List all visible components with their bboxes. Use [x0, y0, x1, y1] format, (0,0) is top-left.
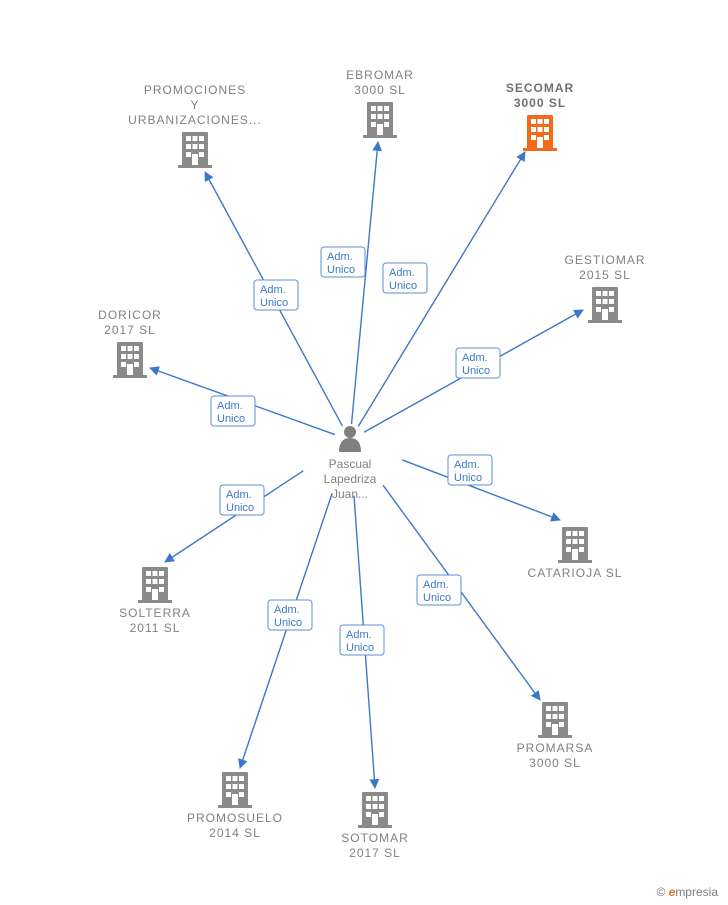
node-label: 3000 SL [529, 756, 581, 770]
building-icon [358, 792, 392, 828]
node-label: SOLTERRA [119, 606, 191, 620]
edge-label-promosuelo: Adm.Unico [268, 600, 312, 630]
center-label: Lapedriza [324, 472, 377, 486]
node-ebromar[interactable]: EBROMAR3000 SL [346, 68, 414, 138]
node-label: 2015 SL [579, 268, 631, 282]
node-label: URBANIZACIONES... [128, 113, 262, 127]
copyright-symbol: © [656, 885, 665, 899]
edge-label-sotomar: Adm.Unico [340, 625, 384, 655]
node-promosuelo[interactable]: PROMOSUELO2014 SL [187, 772, 283, 840]
node-label: 2011 SL [130, 621, 181, 635]
node-label: 2014 SL [209, 826, 261, 840]
brand-rest: mpresia [675, 885, 718, 899]
edge-promosuelo [240, 493, 332, 768]
building-icon [113, 342, 147, 378]
node-label: CATARIOJA SL [528, 566, 623, 580]
edge-label-text: Unico [389, 280, 417, 292]
edge-label-promociones: Adm.Unico [254, 280, 298, 310]
node-label: Y [190, 98, 199, 112]
building-icon [178, 132, 212, 168]
building-icon [363, 102, 397, 138]
edge-label-text: Adm. [346, 629, 372, 641]
edge-label-text: Unico [274, 617, 302, 629]
edge-label-solterra: Adm.Unico [220, 485, 264, 515]
edge-label-text: Unico [462, 365, 490, 377]
center-person-node[interactable]: PascualLapedrizaJuan... [324, 426, 377, 501]
node-label: SECOMAR [506, 81, 574, 95]
edge-label-text: Adm. [260, 284, 286, 296]
building-icon [588, 287, 622, 323]
node-catarioja[interactable]: CATARIOJA SL [528, 527, 623, 580]
edge-label-text: Adm. [226, 489, 252, 501]
edge-label-text: Unico [346, 642, 374, 654]
edge-label-doricor: Adm.Unico [211, 396, 255, 426]
edge-label-text: Unico [327, 264, 355, 276]
edge-label-text: Adm. [462, 352, 488, 364]
node-label: PROMOSUELO [187, 811, 283, 825]
node-label: PROMOCIONES [144, 83, 246, 97]
edge-label-text: Unico [454, 472, 482, 484]
edge-label-text: Adm. [454, 459, 480, 471]
node-label: GESTIOMAR [564, 253, 645, 267]
edge-label-text: Adm. [217, 400, 243, 412]
building-icon [138, 567, 172, 603]
node-promarsa[interactable]: PROMARSA3000 SL [517, 702, 594, 770]
edge-ebromar [351, 142, 378, 424]
edge-label-text: Unico [423, 592, 451, 604]
watermark: © empresia [656, 885, 718, 899]
node-sotomar[interactable]: SOTOMAR2017 SL [341, 792, 408, 860]
node-label: 3000 SL [514, 96, 566, 110]
edge-label-text: Unico [217, 413, 245, 425]
center-label: Pascual [329, 457, 372, 471]
node-secomar[interactable]: SECOMAR3000 SL [506, 81, 574, 151]
edge-label-ebromar: Adm.Unico [321, 247, 365, 277]
edge-label-promarsa: Adm.Unico [417, 575, 461, 605]
building-icon [523, 115, 557, 151]
edge-label-text: Adm. [274, 604, 300, 616]
node-gestiomar[interactable]: GESTIOMAR2015 SL [564, 253, 645, 323]
edge-label-catarioja: Adm.Unico [448, 455, 492, 485]
edge-label-text: Adm. [423, 579, 449, 591]
person-icon [339, 426, 361, 452]
node-label: 2017 SL [349, 846, 401, 860]
node-label: 3000 SL [354, 83, 406, 97]
network-diagram: Adm.UnicoAdm.UnicoAdm.UnicoAdm.UnicoAdm.… [0, 0, 728, 905]
edge-label-text: Unico [260, 297, 288, 309]
node-label: 2017 SL [104, 323, 156, 337]
node-label: EBROMAR [346, 68, 414, 82]
node-label: DORICOR [98, 308, 162, 322]
edge-label-text: Adm. [327, 251, 353, 263]
edge-label-secomar: Adm.Unico [383, 263, 427, 293]
node-label: SOTOMAR [341, 831, 408, 845]
edge-label-text: Adm. [389, 267, 415, 279]
building-icon [538, 702, 572, 738]
building-icon [558, 527, 592, 563]
node-solterra[interactable]: SOLTERRA2011 SL [119, 567, 191, 635]
node-promociones[interactable]: PROMOCIONESYURBANIZACIONES... [128, 83, 262, 168]
building-icon [218, 772, 252, 808]
center-label: Juan... [332, 487, 368, 501]
edge-promarsa [383, 485, 540, 700]
edge-label-text: Unico [226, 502, 254, 514]
edge-label-gestiomar: Adm.Unico [456, 348, 500, 378]
node-doricor[interactable]: DORICOR2017 SL [98, 308, 162, 378]
node-label: PROMARSA [517, 741, 594, 755]
